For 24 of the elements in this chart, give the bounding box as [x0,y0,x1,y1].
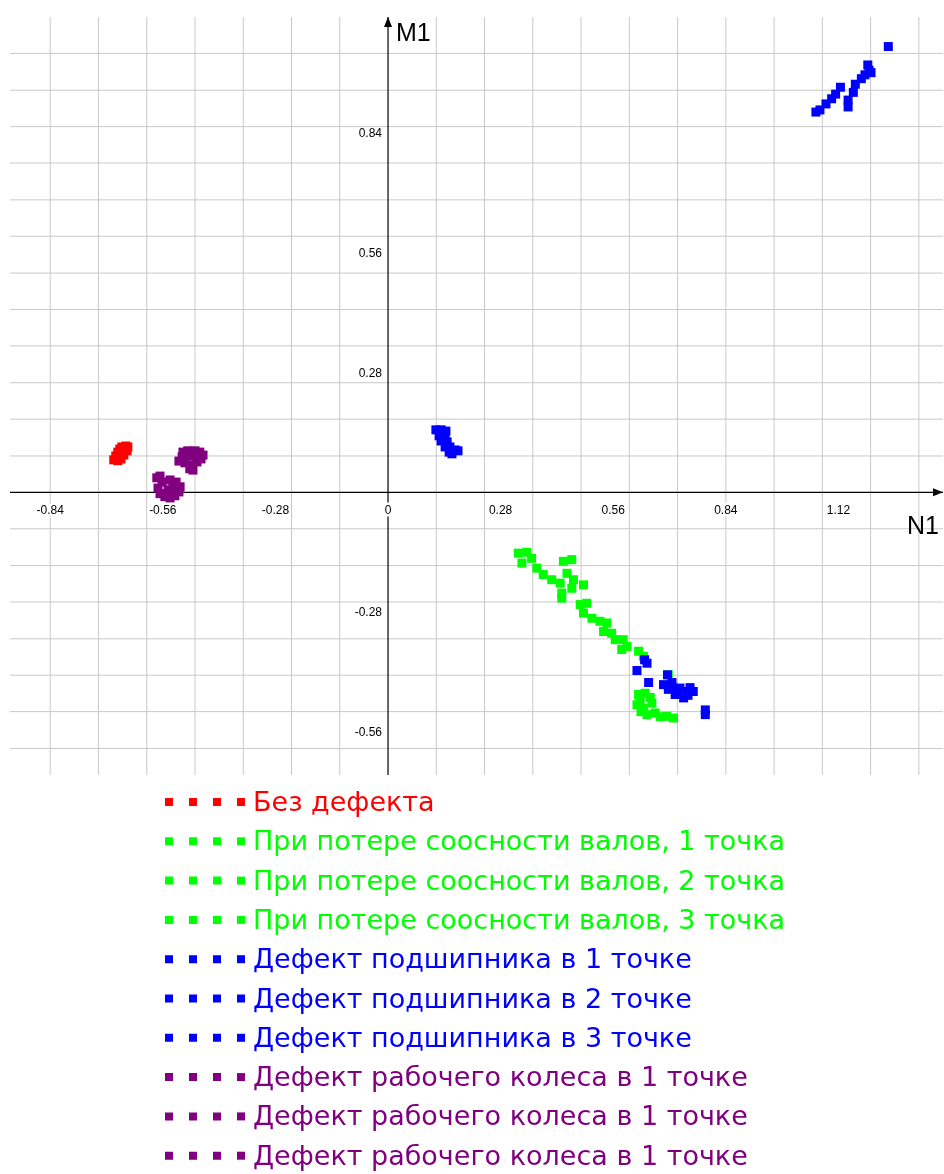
y-tick-label: 0.84 [358,125,383,140]
x-tick-label: 0.28 [488,503,513,518]
legend-label: Дефект рабочего колеса в 1 точке [253,1100,748,1132]
y-tick-label: -0.56 [354,725,383,740]
legend-label: Без дефекта [253,786,435,817]
legend-label: При потере соосности валов, 2 точка [253,864,786,896]
y-tick-label: 0.56 [358,245,383,260]
y-axis-title: M1 [396,18,431,46]
legend-label: Дефект рабочего колеса в 1 точке [253,1061,748,1093]
y-tick-label: 0.28 [358,365,383,380]
legend-label: Дефект подшипника в 2 точке [253,982,692,1014]
x-tick-label: 0.84 [714,503,738,518]
legend-label: Дефект подшипника в 3 точке [253,1021,692,1053]
x-tick-label: -0.28 [261,503,290,518]
x-axis-title: N1 [907,511,939,540]
x-tick-label: 1.12 [826,503,851,518]
legend-label: При потере соосности валов, 1 точка [253,825,786,857]
y-tick-label: -0.28 [354,605,383,620]
x-tick-label: 0.56 [601,503,626,518]
x-tick-label: -0.56 [149,503,177,518]
legend-label: Дефект рабочего колеса в 1 точке [253,1139,748,1171]
x-tick-label: -0.84 [36,503,65,518]
legend-label: Дефект подшипника в 1 точке [253,943,692,975]
legend-label: При потере соосности валов, 3 точка [253,903,786,935]
